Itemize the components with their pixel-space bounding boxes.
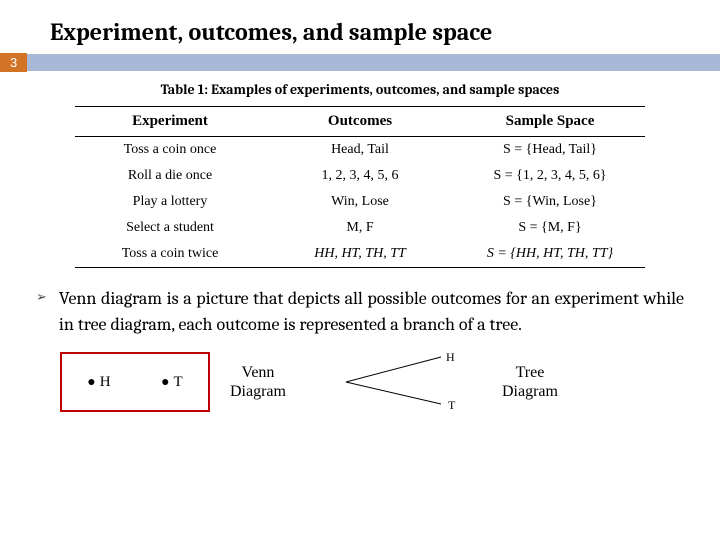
- cell: Toss a coin once: [75, 137, 265, 164]
- table-row: Toss a coin twice HH, HT, TH, TT S = {HH…: [75, 241, 645, 268]
- cell: S = {Win, Lose}: [455, 189, 645, 215]
- tree-branches-icon: [336, 352, 456, 412]
- cell: HH, HT, TH, TT: [265, 241, 455, 268]
- col-sample-space: Sample Space: [455, 107, 645, 137]
- tree-outcome-h: H: [446, 350, 455, 365]
- table-header-row: Experiment Outcomes Sample Space: [75, 107, 645, 137]
- table-row: Roll a die once 1, 2, 3, 4, 5, 6 S = {1,…: [75, 163, 645, 189]
- table-caption: Table 1: Examples of experiments, outcom…: [0, 81, 720, 98]
- table-row: Select a student M, F S = {M, F}: [75, 215, 645, 241]
- cell: Roll a die once: [75, 163, 265, 189]
- experiments-table: Experiment Outcomes Sample Space Toss a …: [75, 106, 645, 268]
- venn-diagram-box: ●H ●T: [60, 352, 210, 412]
- slide-title: Experiment, outcomes, and sample space: [0, 0, 720, 54]
- cell: S = {M, F}: [455, 215, 645, 241]
- tree-outcome-t: T: [448, 398, 455, 413]
- cell: Head, Tail: [265, 137, 455, 164]
- cell: 1, 2, 3, 4, 5, 6: [265, 163, 455, 189]
- cell: S = {1, 2, 3, 4, 5, 6}: [455, 163, 645, 189]
- col-experiment: Experiment: [75, 107, 265, 137]
- page-number-badge: 3: [0, 53, 27, 72]
- cell: Toss a coin twice: [75, 241, 265, 268]
- venn-diagram-label: VennDiagram: [230, 363, 286, 401]
- venn-outcome-h: ●H: [87, 374, 110, 391]
- cell: M, F: [265, 215, 455, 241]
- title-underline-bar: 3: [0, 54, 720, 71]
- cell: Select a student: [75, 215, 265, 241]
- table-row: Play a lottery Win, Lose S = {Win, Lose}: [75, 189, 645, 215]
- diagrams-row: ●H ●T VennDiagram H T TreeDiagram: [0, 338, 720, 412]
- col-outcomes: Outcomes: [265, 107, 455, 137]
- tree-diagram: H T: [336, 352, 486, 412]
- cell: Win, Lose: [265, 189, 455, 215]
- bullet-paragraph: ➢ Venn diagram is a picture that depicts…: [0, 268, 720, 338]
- paragraph-text: Venn diagram is a picture that depicts a…: [59, 286, 684, 338]
- table-row: Toss a coin once Head, Tail S = {Head, T…: [75, 137, 645, 164]
- tree-diagram-label: TreeDiagram: [502, 363, 558, 401]
- cell: S = {Head, Tail}: [455, 137, 645, 164]
- cell: Play a lottery: [75, 189, 265, 215]
- cell: S = {HH, HT, TH, TT}: [455, 241, 645, 268]
- venn-outcome-t: ●T: [161, 374, 183, 391]
- arrow-bullet-icon: ➢: [36, 290, 47, 305]
